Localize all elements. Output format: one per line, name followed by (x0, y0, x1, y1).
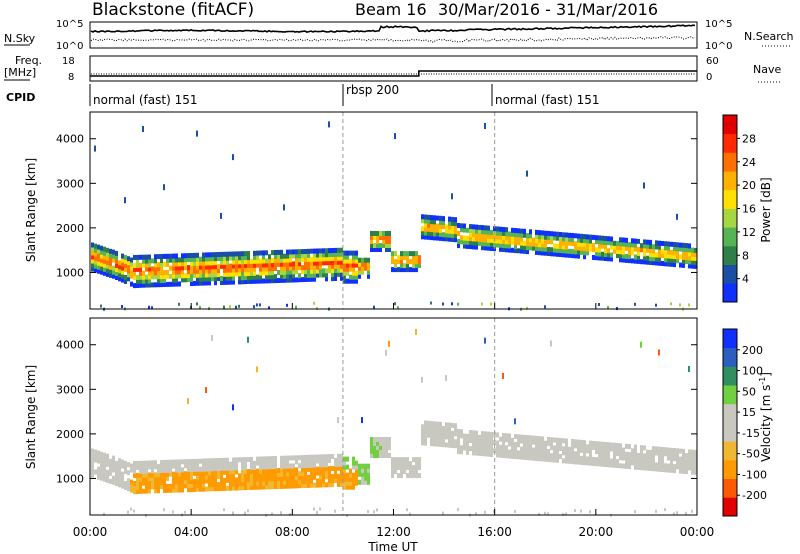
velocity-ytick-label-1: 3000 (56, 383, 84, 396)
velocity-colorbar-label-4: -15 (742, 427, 760, 440)
freq-tick-top: 18 (62, 56, 75, 67)
power-colorbar-segment-9 (723, 115, 737, 135)
velocity-data-layer (91, 318, 697, 517)
time-tick-label-2: 08:00 (275, 525, 310, 539)
velocity-colorbar-label-3: 15 (742, 406, 756, 419)
power-colorbar-segment-4 (723, 208, 737, 228)
power-ytick-label-2: 2000 (56, 222, 84, 235)
power-panel: 4000 3000 2000 1000 Slant Range [km] 28 24 20… (24, 111, 773, 311)
power-colorbar-label-4: 12 (742, 226, 756, 239)
power-colorbar-segment-0 (723, 283, 737, 303)
velocity-colorbar-label-0: 200 (742, 344, 763, 357)
nsky-label: N.Sky (4, 32, 36, 45)
velocity-ytick-label-0: 4000 (56, 339, 84, 352)
power-colorbar-segment-5 (723, 189, 737, 209)
velocity-colorbar-segment-6 (723, 385, 737, 405)
time-tick-label-4: 16:00 (477, 525, 512, 539)
sky-search-panel: N.Sky 10^5 10^0 10^5 10^0 N.Search (4, 19, 794, 52)
power-ytick-label-3: 1000 (56, 266, 84, 279)
power-ylabel: Slant Range [km] (24, 158, 38, 262)
station-title: Blackstone (fitACF) (92, 0, 254, 20)
velocity-ytick-label-2: 2000 (56, 428, 84, 441)
time-tick-label-5: 20:00 (579, 525, 614, 539)
power-colorbar-segment-7 (723, 152, 737, 172)
velocity-colorbar-label-main: Velocity [m s (759, 385, 773, 462)
freq-panel-frame (89, 55, 698, 82)
nsky-series-line (90, 24, 696, 33)
velocity-colorbar-label-1: 100 (742, 365, 763, 378)
velocity-colorbar-label-sup: -1 (758, 377, 767, 385)
velocity-ylabel: Slant Range [km] (24, 365, 38, 469)
velocity-colorbar-segment-1 (723, 478, 737, 498)
nsearch-series-line (90, 35, 696, 43)
power-data-layer (91, 112, 697, 311)
power-colorbar-label-6: 4 (742, 273, 749, 286)
velocity-colorbar-label-end: ] (759, 372, 773, 377)
time-axis-label: Time UT (367, 540, 418, 554)
velocity-colorbar-label-2: 50 (742, 385, 756, 398)
cpid-segment-3: normal (fast) 151 (495, 93, 599, 107)
sky-right-tick-top: 10^5 (705, 19, 732, 30)
velocity-colorbar-label-6: -100 (742, 468, 767, 481)
power-colorbar-segment-8 (723, 133, 737, 153)
velocity-colorbar-segment-8 (723, 347, 737, 367)
velocity-colorbar-frame (722, 328, 738, 517)
power-colorbar-label-5: 8 (742, 249, 749, 262)
velocity-panel: 4000 3000 2000 1000 Slant Range [km] 200 100… (24, 317, 773, 517)
velocity-colorbar-segment-7 (723, 366, 737, 386)
velocity-ytick-label-3: 1000 (56, 472, 84, 485)
cpid-segment-1: normal (fast) 151 (93, 93, 197, 107)
power-colorbar-segment-1 (723, 264, 737, 284)
freq-label: Freq. (15, 54, 42, 67)
freq-tick-bottom: 8 (68, 72, 74, 83)
nave-label: Nave (753, 63, 781, 76)
velocity-colorbar: 200 100 50 15 -15 -50 -100 -200 (722, 328, 767, 517)
velocity-yticks: 4000 3000 2000 1000 (56, 339, 697, 485)
beam-title: Beam 16 (355, 0, 427, 19)
velocity-colorbar-segment-0 (723, 497, 737, 517)
cpid-panel: CPID normal (fast) 151 rbsp 200 normal (… (6, 83, 599, 107)
velocity-colorbar-label: Velocity [m s-1] (758, 372, 773, 462)
nsearch-label: N.Search (744, 30, 794, 43)
velocity-colorbar-segment-2 (723, 459, 737, 479)
power-ytick-label-1: 3000 (56, 177, 84, 190)
power-yticks: 4000 3000 2000 1000 (56, 133, 697, 279)
power-colorbar-label-1: 24 (742, 156, 756, 169)
velocity-colorbar-segment-3 (723, 441, 737, 461)
power-colorbar-segment-3 (723, 227, 737, 247)
power-ytick-label-0: 4000 (56, 133, 84, 146)
power-colorbar-label: Power [dB] (759, 177, 773, 242)
sky-left-tick-bottom: 10^0 (56, 41, 83, 52)
cpid-segment-2: rbsp 200 (346, 83, 399, 97)
velocity-colorbar-segment-9 (723, 329, 737, 349)
time-tick-label-6: 00:00 (680, 525, 715, 539)
time-tick-label-0: 00:00 (73, 525, 108, 539)
nave-tick-top: 60 (706, 56, 719, 67)
date-title: 30/Mar/2016 - 31/Mar/2016 (438, 0, 658, 19)
time-tick-label-1: 04:00 (174, 525, 209, 539)
power-colorbar-segment-6 (723, 171, 737, 191)
time-tick-label-3: 12:00 (376, 525, 411, 539)
velocity-colorbar-label-7: -200 (742, 489, 767, 502)
freq-unit-label: [MHz] (4, 66, 36, 79)
power-colorbar-segment-2 (723, 245, 737, 265)
power-colorbar-label-0: 28 (742, 132, 756, 145)
cpid-label: CPID (6, 91, 35, 104)
sky-right-tick-bottom: 10^0 (705, 41, 732, 52)
sky-panel-frame (89, 21, 698, 49)
velocity-colorbar-label-5: -50 (742, 448, 760, 461)
nave-tick-bottom: 0 (706, 72, 712, 83)
velocity-colorbar-segment-5 (723, 403, 737, 423)
power-colorbar-label-3: 16 (742, 203, 756, 216)
sky-left-tick-top: 10^5 (56, 19, 83, 30)
power-colorbar: 28 24 20 16 12 8 4 (722, 114, 756, 303)
velocity-colorbar-segment-4 (723, 422, 737, 442)
power-colorbar-label-2: 20 (742, 179, 756, 192)
time-axis: 00:00 04:00 08:00 12:00 16:00 20:00 00:00 (73, 303, 715, 539)
freq-nave-panel: Freq. [MHz] 18 8 60 0 Nave (4, 54, 782, 83)
